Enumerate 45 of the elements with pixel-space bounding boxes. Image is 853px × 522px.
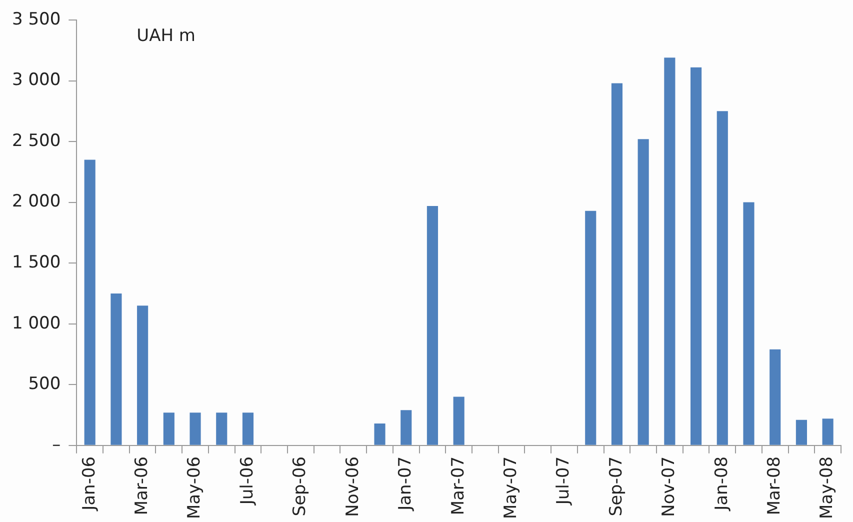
x-tick-label: Nov-07 bbox=[659, 456, 680, 517]
x-tick-label: Jan-08 bbox=[712, 456, 732, 512]
bar bbox=[743, 202, 754, 445]
bar bbox=[216, 412, 228, 445]
bar bbox=[611, 83, 623, 445]
x-tick-label: May-08 bbox=[817, 456, 838, 520]
x-tick-label: Jul-06 bbox=[237, 456, 258, 506]
x-tick-label: Jul-07 bbox=[554, 456, 574, 506]
bar bbox=[242, 412, 254, 445]
y-tick-label: 3 500 bbox=[12, 9, 61, 30]
x-tick-label: May-07 bbox=[500, 456, 521, 520]
bar bbox=[400, 410, 412, 445]
bar bbox=[664, 58, 676, 445]
bar bbox=[137, 306, 148, 445]
y-tick-label: 2 500 bbox=[12, 130, 61, 151]
bar bbox=[163, 412, 174, 445]
bar bbox=[374, 424, 386, 445]
x-tick-label: Jan-06 bbox=[79, 456, 100, 512]
bar bbox=[638, 139, 649, 445]
bar bbox=[796, 420, 807, 445]
x-tick-label: Jan-07 bbox=[396, 456, 416, 512]
y-tick-label: 500 bbox=[28, 374, 61, 394]
bar bbox=[453, 396, 464, 445]
y-tick-label: 1 000 bbox=[12, 313, 61, 334]
bar bbox=[426, 206, 438, 445]
y-tick-label: 1 500 bbox=[12, 252, 61, 272]
bar bbox=[110, 293, 122, 445]
y-tick-label: 3 000 bbox=[12, 70, 61, 90]
y-tick-label: – bbox=[52, 434, 61, 455]
x-tick-label: Sep-07 bbox=[606, 456, 626, 516]
x-tick-label: Mar-08 bbox=[764, 456, 785, 516]
y-tick-label: 2 000 bbox=[12, 192, 61, 212]
bar bbox=[770, 349, 781, 445]
bar bbox=[822, 418, 834, 445]
x-tick-label: Mar-06 bbox=[132, 456, 152, 516]
annotation: UAH m bbox=[136, 26, 196, 46]
bar bbox=[84, 160, 96, 445]
bar bbox=[190, 412, 201, 445]
bar bbox=[690, 67, 702, 445]
x-tick-label: Nov-06 bbox=[342, 456, 363, 517]
x-tick-label: May-06 bbox=[184, 456, 205, 520]
x-tick-label: Mar-07 bbox=[448, 456, 468, 516]
bar bbox=[585, 210, 596, 445]
bar bbox=[716, 111, 728, 445]
x-tick-label: Sep-06 bbox=[290, 456, 310, 516]
